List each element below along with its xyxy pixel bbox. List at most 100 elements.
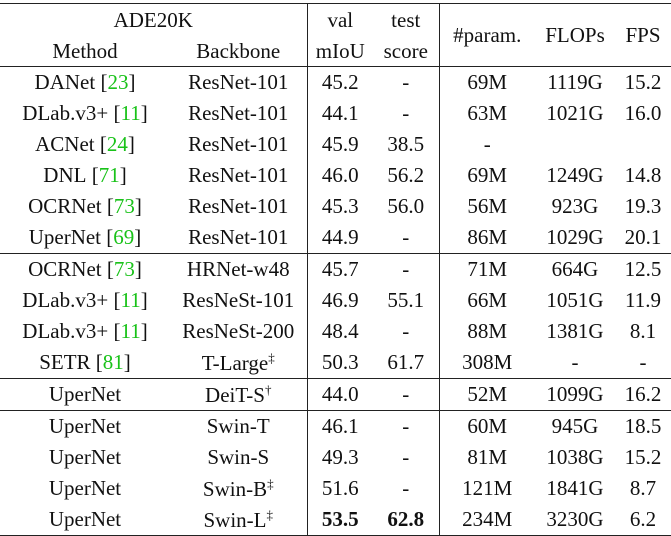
params-cell: -	[439, 129, 535, 160]
fps-value: 16.0	[624, 101, 662, 125]
footnote-mark: †	[264, 381, 272, 397]
backbone-name: T-Large	[201, 350, 269, 375]
table-row: OCRNet [73] ResNet-101 45.3 56.0 56M 923G 19.3	[0, 191, 671, 222]
flops-cell: 1249G	[535, 160, 615, 191]
method-cell: DNL [71]	[0, 160, 170, 191]
bracket: [	[106, 194, 114, 218]
flops-value: 1119G	[547, 70, 603, 94]
test-value: 55.1	[387, 288, 425, 312]
footnote-mark: ‡	[268, 349, 275, 365]
test-value: -	[402, 101, 410, 125]
fps-cell: 20.1	[615, 222, 671, 254]
method-name: ACNet	[35, 132, 95, 156]
val-value: 49.3	[321, 445, 359, 469]
params-value: 81M	[467, 445, 508, 469]
val-cell: 46.9	[307, 285, 373, 316]
bracket: [	[99, 132, 107, 156]
test-value: -	[402, 476, 410, 500]
params-value: 69M	[467, 70, 508, 94]
flops-cell: 945G	[535, 410, 616, 442]
method-cell: UperNet	[0, 410, 170, 442]
bracket: [	[100, 70, 108, 94]
fps-value: 8.1	[629, 319, 657, 343]
method-name: OCRNet	[28, 257, 102, 281]
flops-value: 1381G	[546, 319, 604, 343]
fps-value: 16.2	[624, 382, 662, 406]
table-header: ADE20K val test #param. FLOPs FPS Method…	[0, 3, 671, 67]
test-value: -	[402, 319, 410, 343]
bracket: [	[95, 350, 103, 374]
test-cell: 56.0	[373, 191, 440, 222]
citation: 71	[98, 163, 120, 187]
val-value: 44.1	[321, 101, 359, 125]
fps-cell: 18.5	[615, 410, 671, 442]
test-cell: 61.7	[373, 347, 440, 379]
method-cell: SETR [81]	[0, 347, 170, 379]
test-value: -	[402, 414, 410, 438]
backbone-cell: Swin-L‡	[170, 504, 308, 536]
backbone-cell: ResNet-101	[170, 98, 308, 129]
method-cell: UperNet	[0, 473, 170, 504]
val-cell: 44.0	[307, 378, 374, 411]
params-cell: 234M	[439, 504, 536, 536]
fps-cell: 19.3	[615, 191, 671, 222]
row-group: DANet [23] ResNet-101 45.2 - 69M 1119G 15.2 DLa…	[0, 66, 671, 254]
footnote-mark: ‡	[266, 506, 274, 522]
params-cell: 71M	[439, 253, 536, 285]
params-value: 69M	[467, 163, 508, 187]
bracket: [	[113, 319, 121, 343]
val-value: 46.0	[321, 163, 359, 187]
header-val: mIoU	[315, 38, 365, 63]
header-dataset: ADE20K	[0, 3, 308, 35]
citation: 81	[102, 350, 124, 374]
row-group: UperNet DeiT-S† 44.0 - 52M 1099G 16.2	[0, 378, 671, 411]
backbone-cell: T-Large‡	[170, 347, 308, 379]
table-row: UperNet Swin-S 49.3 - 81M 1038G 15.2	[0, 442, 671, 473]
params-cell: 56M	[439, 191, 535, 222]
params-cell: 60M	[439, 410, 536, 442]
fps-value: 12.5	[624, 257, 662, 281]
fps-value: 14.8	[624, 163, 662, 187]
header-test: test	[373, 3, 440, 35]
test-cell: -	[373, 316, 440, 347]
header-backbone: Backbone	[170, 35, 308, 67]
fps-cell: 16.2	[615, 378, 671, 411]
test-cell: -	[373, 253, 440, 285]
fps-cell: 16.0	[615, 98, 671, 129]
flops-value: 1038G	[546, 445, 604, 469]
val-cell: 45.9	[307, 129, 373, 160]
params-cell: 308M	[439, 347, 535, 379]
fps-cell: 8.1	[615, 316, 671, 347]
fps-value: 6.2	[629, 507, 657, 531]
method-name: UperNet	[48, 507, 122, 531]
citation: 73	[113, 257, 135, 281]
backbone-name: HRNet-w48	[186, 257, 290, 281]
method-cell: OCRNet [73]	[0, 253, 170, 285]
val-cell: 49.3	[307, 442, 373, 473]
backbone-name: ResNet-101	[188, 70, 289, 94]
table-row: DANet [23] ResNet-101 45.2 - 69M 1119G 15.2	[0, 66, 671, 98]
test-cell: -	[373, 378, 440, 411]
backbone-cell: Swin-T	[170, 410, 308, 442]
test-value: 38.5	[387, 132, 425, 156]
params-value: 86M	[467, 225, 508, 249]
params-cell: 66M	[439, 285, 535, 316]
citation: 11	[120, 319, 141, 343]
flops-cell	[535, 129, 615, 160]
method-cell: UperNet	[0, 504, 170, 536]
flops-cell: 664G	[535, 253, 616, 285]
test-cell: -	[373, 98, 440, 129]
backbone-cell: ResNeSt-101	[170, 285, 308, 316]
citation: 73	[113, 194, 135, 218]
table-row: DLab.v3+ [11] ResNeSt-200 48.4 - 88M 1381G 8.1	[0, 316, 671, 347]
fps-cell: 15.2	[615, 66, 671, 98]
table-row: DLab.v3+ [11] ResNeSt-101 46.9 55.1 66M 1051G…	[0, 285, 671, 316]
params-value: 66M	[467, 288, 508, 312]
fps-value: -	[639, 350, 647, 374]
val-cell: 45.2	[307, 66, 374, 98]
val-value: 51.6	[321, 476, 359, 500]
val-value: 44.9	[321, 225, 359, 249]
flops-cell: 923G	[535, 191, 615, 222]
header-params: #param.	[439, 3, 536, 67]
test-value: -	[402, 257, 410, 281]
